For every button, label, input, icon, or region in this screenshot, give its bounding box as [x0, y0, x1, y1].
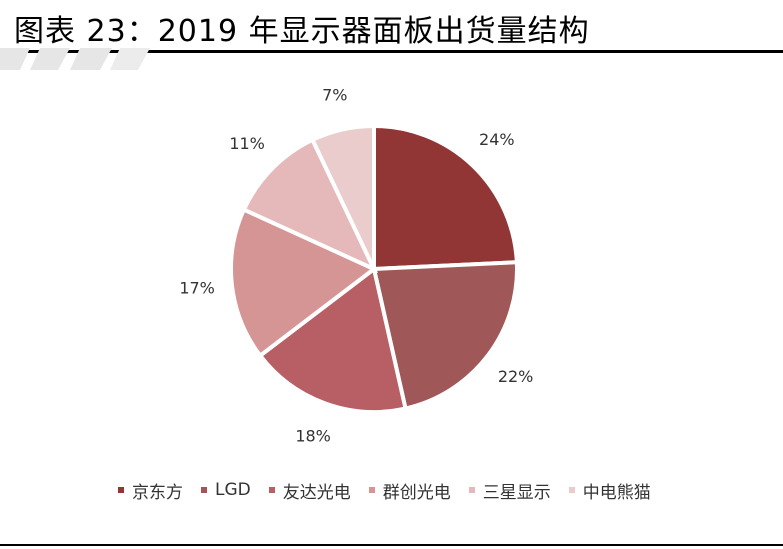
- legend-swatch-icon: [468, 487, 475, 493]
- chart-title: 图表 23：2019 年显示器面板出货量结构: [14, 14, 590, 49]
- legend-swatch-icon: [201, 487, 207, 493]
- pie-slice-1: [371, 260, 519, 411]
- slice-label-1: 22%: [498, 367, 534, 386]
- pie-slice-3: [229, 206, 378, 359]
- pie-slices: [229, 123, 519, 414]
- bottom-rule: [0, 544, 783, 546]
- legend-label: 三星显示: [482, 482, 551, 503]
- slice-labels: 24% 22% 18% 17% 11% 7%: [179, 85, 533, 445]
- pie-slice-4: [241, 137, 379, 274]
- legend-label: LGD: [215, 480, 251, 500]
- pie-slice-5: [309, 123, 376, 270]
- legend-label: 中电熊猫: [582, 482, 651, 503]
- legend-label: 友达光电: [282, 482, 351, 503]
- slice-label-0: 24%: [479, 130, 515, 149]
- slice-label-3: 17%: [179, 279, 215, 298]
- slice-label-5: 7%: [322, 85, 347, 104]
- legend-swatch-icon: [368, 487, 375, 493]
- legend-item-2: 友达光电: [268, 478, 351, 503]
- legend-item-4: 三星显示: [468, 478, 551, 503]
- legend-item-3: 群创光电: [368, 478, 451, 503]
- legend-label: 群创光电: [382, 482, 451, 503]
- slice-label-2: 18%: [295, 426, 331, 445]
- legend-item-1: LGD: [201, 480, 251, 500]
- legend-item-0: 京东方: [118, 478, 183, 503]
- chart-legend: 京东方 LGD 友达光电 群创光电 三星显示 中电熊猫: [118, 478, 669, 503]
- legend-swatch-icon: [568, 487, 575, 493]
- pie-slice-0: [372, 123, 519, 272]
- legend-item-5: 中电熊猫: [568, 478, 651, 503]
- title-rule: [0, 50, 783, 53]
- watermark: [0, 48, 150, 70]
- pie-slice-2: [257, 265, 408, 414]
- legend-swatch-icon: [268, 487, 275, 493]
- legend-label: 京东方: [132, 482, 183, 503]
- legend-swatch-icon: [118, 487, 124, 493]
- slice-label-4: 11%: [229, 134, 265, 153]
